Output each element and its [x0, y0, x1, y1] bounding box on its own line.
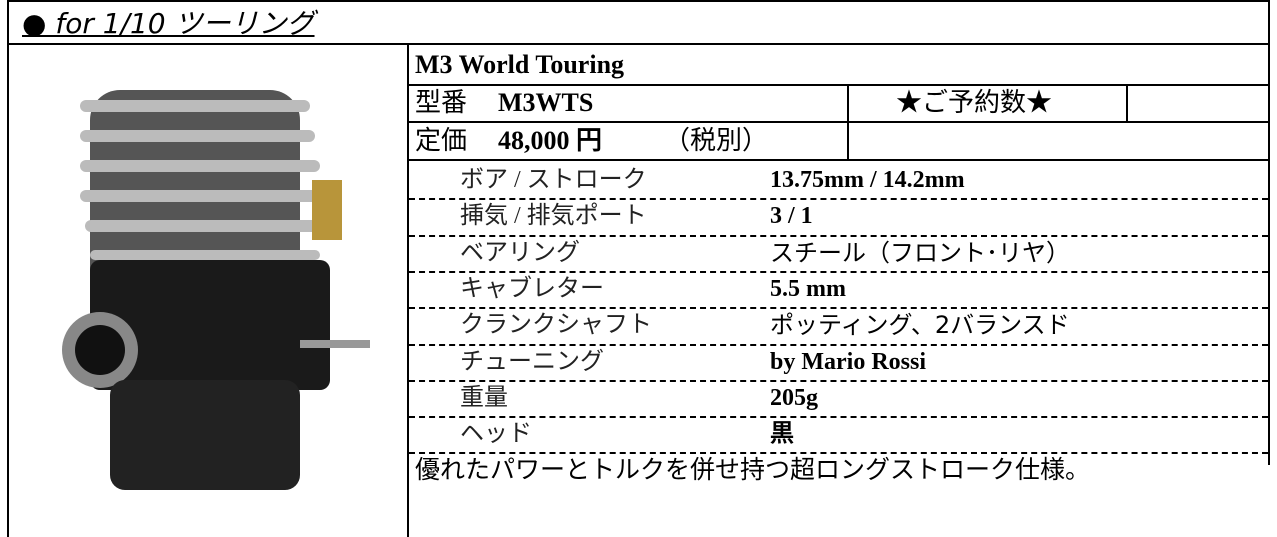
border: [407, 159, 1270, 161]
border: [7, 45, 9, 537]
engine-image: [62, 90, 370, 490]
spec-value: 黒: [770, 421, 794, 448]
spec-value: by Mario Rossi: [770, 348, 926, 375]
border: [407, 45, 409, 537]
spec-label: 重量: [460, 384, 508, 411]
spec-divider: [409, 452, 1268, 455]
border: [407, 121, 1270, 123]
model-label: 型番: [415, 88, 468, 117]
spec-value: 205g: [770, 384, 818, 411]
spec-divider: [409, 307, 1268, 310]
border: [1268, 45, 1270, 465]
spec-divider: [409, 234, 1268, 237]
reservation: ★ご予約数★: [896, 88, 1053, 117]
spec-divider: [409, 416, 1268, 419]
price-label: 定価: [415, 126, 468, 155]
border: [1126, 84, 1128, 122]
header-title: ● for 1/10 ツーリング: [22, 7, 315, 40]
spec-value: 13.75mm / 14.2mm: [770, 167, 965, 193]
spec-divider: [409, 343, 1268, 346]
spec-value: ポッティング、2バランスド: [770, 311, 1070, 340]
spec-label: チューニング: [460, 348, 604, 375]
model: M3WTS: [498, 88, 594, 117]
border: [407, 84, 1270, 86]
product-name: M3 World Touring: [415, 50, 625, 79]
tax-note: （税別）: [664, 126, 769, 155]
spec-divider: [409, 270, 1268, 273]
spec-value: 5.5 mm: [770, 275, 846, 302]
spec-label: ベアリング: [460, 239, 580, 266]
spec-divider: [409, 379, 1268, 382]
spec-label: クランクシャフト: [460, 312, 652, 339]
border: [847, 84, 849, 161]
spec-divider: [409, 198, 1268, 201]
spec-value: スチール（フロント･リヤ）: [770, 238, 1070, 267]
price: 48,000 円: [498, 126, 603, 155]
spec-label: ヘッド: [460, 421, 532, 448]
spec-label: 挿気 / 排気ポート: [460, 203, 647, 230]
description: 優れたパワーとトルクを併せ持つ超ロングストローク仕様。: [415, 455, 1091, 484]
spec-label: ボア / ストローク: [460, 167, 647, 193]
spec-value: 3 / 1: [770, 203, 813, 230]
spec-label: キャブレター: [460, 275, 604, 302]
header-box: [7, 0, 1270, 45]
